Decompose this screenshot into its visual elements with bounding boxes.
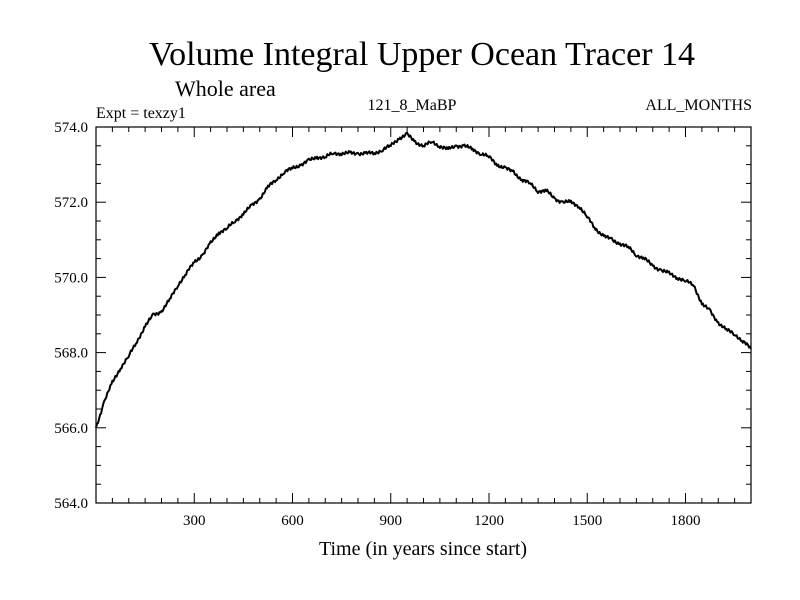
x-tick-label: 1800: [671, 513, 701, 529]
y-tick-label: 574.0: [54, 120, 88, 136]
y-tick-label: 572.0: [54, 195, 88, 211]
x-tick-label: 1200: [474, 513, 504, 529]
y-tick-label: 564.0: [54, 496, 88, 512]
axis-ticks: 300 600 900 1200 1500 1800 564.0 566.0 568.0 570.…: [54, 120, 751, 529]
y-tick-label: 570.0: [54, 270, 88, 286]
x-axis-label: Time (in years since start): [319, 538, 527, 560]
series-line: [95, 131, 752, 429]
run-label: 121_8_MaBP: [368, 97, 457, 114]
chart-subtitle: Whole area: [175, 76, 276, 101]
series-group: [95, 131, 752, 429]
chart-title: Volume Integral Upper Ocean Tracer 14: [149, 36, 695, 73]
y-tick-label: 566.0: [54, 421, 88, 437]
x-tick-label: 600: [281, 513, 304, 529]
x-tick-label: 300: [183, 513, 206, 529]
x-tick-label: 900: [380, 513, 403, 529]
expt-label: Expt = texzy1: [96, 105, 186, 122]
y-tick-label: 568.0: [54, 346, 88, 362]
x-tick-label: 1500: [572, 513, 602, 529]
plot-frame: [95, 126, 752, 504]
months-label: ALL_MONTHS: [645, 97, 752, 114]
